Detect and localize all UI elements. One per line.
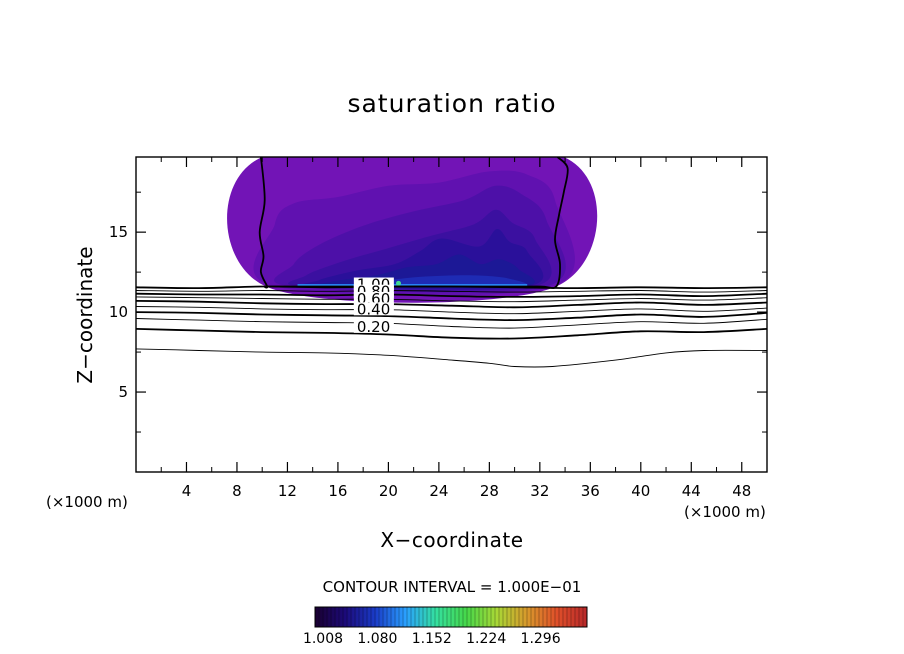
contour-field bbox=[136, 157, 767, 368]
contour-label-bg bbox=[353, 319, 394, 333]
contour-line-0_9 bbox=[136, 290, 767, 293]
contour-label-bg bbox=[353, 291, 394, 305]
colorbar-label: 1.224 bbox=[466, 631, 506, 647]
x-tick-label: 16 bbox=[328, 482, 347, 500]
contour-line-0_8 bbox=[136, 292, 767, 298]
x-tick-label: 4 bbox=[182, 482, 192, 500]
x-tick-label: 28 bbox=[480, 482, 499, 500]
contour-label: 0.20 bbox=[357, 318, 390, 336]
y-tick-label: 15 bbox=[109, 223, 128, 241]
contour-line-0_1 bbox=[136, 348, 767, 368]
contour-line-0_2 bbox=[136, 328, 767, 340]
colorbar-label: 1.008 bbox=[303, 631, 343, 647]
colorbar-label: 1.080 bbox=[357, 631, 397, 647]
colorbar: 1.008 1.080 1.152 1.224 1.296 bbox=[303, 606, 588, 647]
x-unit-left: (×1000 m) bbox=[46, 493, 128, 511]
contour-line-0_5 bbox=[136, 306, 767, 315]
contour-line-0_3 bbox=[136, 318, 767, 329]
x-tick-label: 8 bbox=[232, 482, 242, 500]
cloud-spot-1 bbox=[395, 280, 401, 286]
x-unit-right: (×1000 m) bbox=[684, 503, 766, 521]
contour-interval-text: CONTOUR INTERVAL = 1.000E−01 bbox=[323, 578, 582, 596]
y-axis-title: Z−coordinate bbox=[73, 246, 97, 383]
x-tick-label: 32 bbox=[530, 482, 549, 500]
y-tick-label: 10 bbox=[109, 303, 128, 321]
x-tick-label: 24 bbox=[429, 482, 448, 500]
colorbar-label: 1.296 bbox=[521, 631, 561, 647]
x-tick-label: 36 bbox=[581, 482, 600, 500]
x-tick-label: 20 bbox=[379, 482, 398, 500]
contour-label-bg bbox=[353, 302, 394, 316]
plot-frame bbox=[135, 156, 768, 473]
contour-line-0_6 bbox=[136, 300, 767, 309]
plot-area: 1.000.800.600.400.20 bbox=[136, 157, 767, 368]
x-tick-label: 44 bbox=[682, 482, 701, 500]
x-tick-label: 48 bbox=[732, 482, 751, 500]
contour-line-1 bbox=[136, 285, 767, 290]
contour-label: 0.40 bbox=[357, 300, 390, 318]
x-tick-label: 12 bbox=[278, 482, 297, 500]
contour-line-0_4 bbox=[136, 311, 767, 322]
chart-title: saturation ratio bbox=[347, 89, 556, 118]
x-tick-label: 40 bbox=[631, 482, 650, 500]
contour-line-0_7 bbox=[136, 296, 767, 303]
colorbar-label: 1.152 bbox=[412, 631, 452, 647]
y-tick-label: 5 bbox=[118, 383, 128, 401]
x-axis-title: X−coordinate bbox=[380, 528, 523, 552]
